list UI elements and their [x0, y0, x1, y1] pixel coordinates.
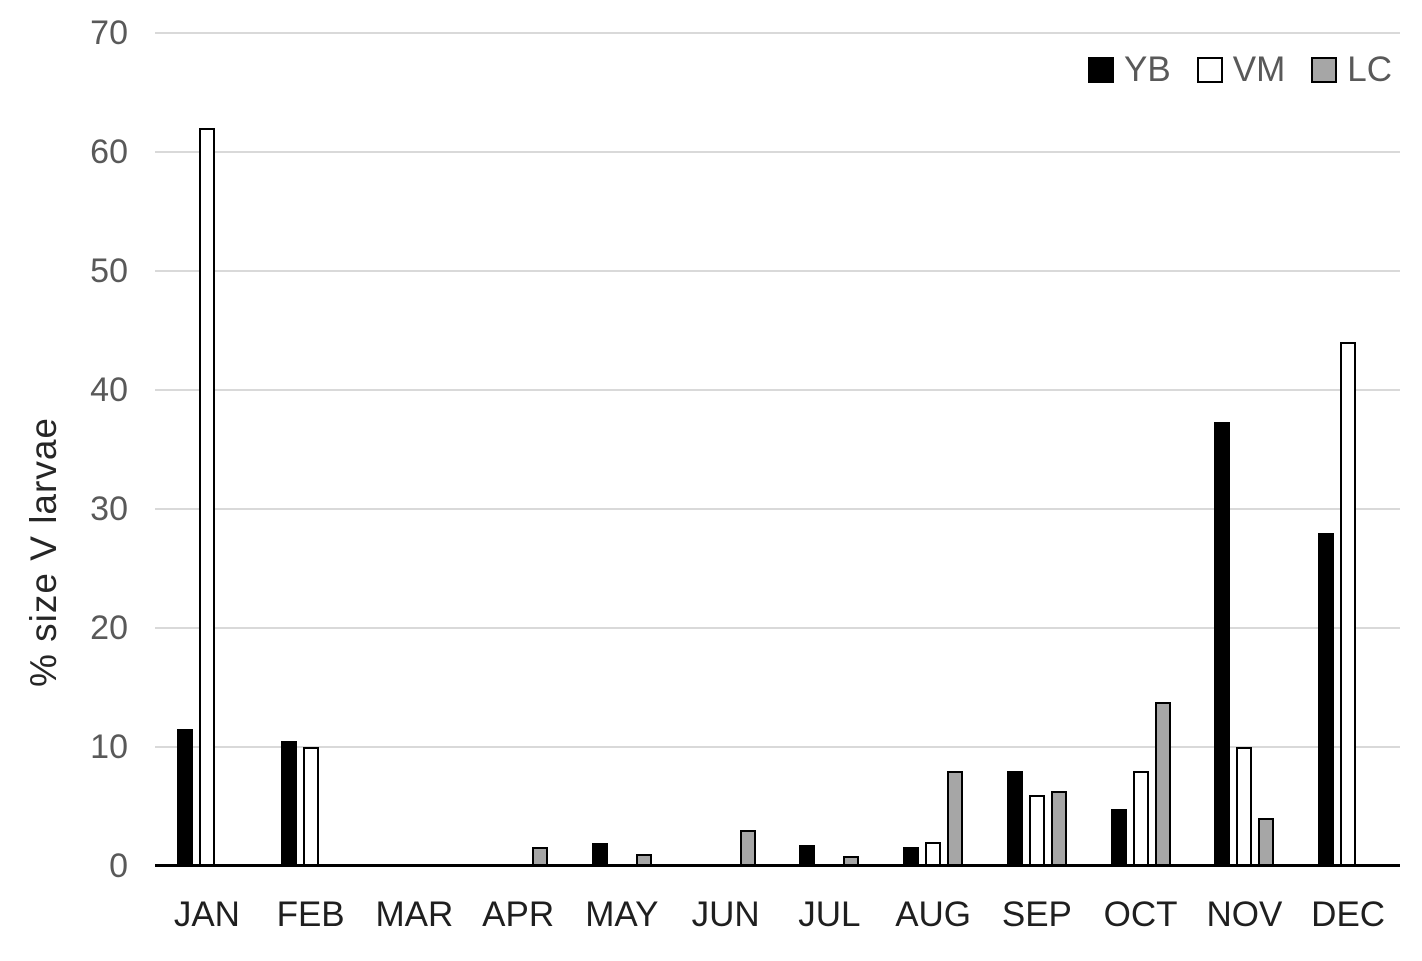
bar-vm-oct [1132, 770, 1149, 866]
legend-swatch-yb-icon [1088, 56, 1115, 83]
legend-label-vm: VM [1232, 50, 1286, 89]
bar-yb-may [591, 843, 608, 866]
x-tick-label-jun: JUN [691, 895, 760, 934]
x-tick-label-oct: OCT [1103, 895, 1178, 934]
bar-group-aug [881, 33, 985, 866]
y-tick-label-60: 60 [90, 133, 128, 171]
gridline-10 [155, 746, 1400, 748]
bar-yb-jul [799, 844, 816, 866]
y-tick-label-10: 10 [90, 728, 128, 766]
gridline-30 [155, 508, 1400, 510]
bar-group-jan [155, 33, 259, 866]
bar-group-oct [1089, 33, 1193, 866]
bar-lc-sep [1050, 791, 1067, 866]
legend-label-lc: LC [1347, 50, 1392, 89]
y-tick-label-70: 70 [90, 14, 128, 52]
bar-yb-sep [1006, 770, 1023, 866]
x-tick-label-aug: AUG [895, 895, 972, 934]
bar-lc-nov [1258, 818, 1275, 866]
x-tick-label-mar: MAR [375, 895, 454, 934]
plot-area [155, 32, 1400, 867]
bar-vm-nov [1236, 747, 1253, 866]
bar-group-feb [259, 33, 363, 866]
bar-vm-dec [1340, 342, 1357, 866]
x-tick-label-may: MAY [585, 895, 659, 934]
bar-group-apr [466, 33, 570, 866]
legend-item-yb: YB [1088, 52, 1171, 87]
x-tick-label-nov: NOV [1206, 895, 1283, 934]
bar-group-may [570, 33, 674, 866]
bar-yb-aug [903, 846, 920, 866]
bar-group-mar [363, 33, 467, 866]
gridline-50 [155, 270, 1400, 272]
y-tick-label-50: 50 [90, 252, 128, 290]
x-tick-label-jul: JUL [798, 895, 861, 934]
bar-yb-nov [1214, 422, 1231, 866]
bar-yb-dec [1318, 532, 1335, 866]
bar-yb-oct [1110, 808, 1127, 866]
bar-group-dec [1296, 33, 1400, 866]
x-tick-label-jan: JAN [173, 895, 240, 934]
gridline-20 [155, 627, 1400, 629]
bar-group-jun [674, 33, 778, 866]
x-tick-label-sep: SEP [1001, 895, 1072, 934]
gridline-40 [155, 389, 1400, 391]
bar-lc-aug [947, 770, 964, 866]
gridline-60 [155, 151, 1400, 153]
bar-yb-feb [280, 741, 297, 866]
y-tick-label-0: 0 [109, 847, 128, 885]
bar-vm-sep [1028, 794, 1045, 866]
bar-group-sep [985, 33, 1089, 866]
bar-group-nov [1193, 33, 1297, 866]
y-tick-label-20: 20 [90, 609, 128, 647]
bar-yb-jan [176, 729, 193, 866]
legend-swatch-lc-icon [1311, 56, 1338, 83]
y-axis-title: % size V larvae [23, 417, 64, 687]
x-tick-label-dec: DEC [1311, 895, 1386, 934]
bar-vm-jan [198, 128, 215, 866]
legend-label-yb: YB [1124, 50, 1171, 89]
bar-lc-jun [739, 830, 756, 866]
bar-group-jul [778, 33, 882, 866]
legend-item-vm: VM [1196, 50, 1286, 89]
legend-swatch-vm-icon [1196, 56, 1223, 83]
bar-vm-feb [302, 747, 319, 866]
y-tick-label-40: 40 [90, 371, 128, 409]
bar-lc-oct [1154, 701, 1171, 866]
x-tick-label-feb: FEB [276, 895, 345, 934]
bar-vm-aug [925, 842, 942, 866]
gridline-70 [155, 32, 1400, 34]
y-tick-label-30: 30 [90, 490, 128, 528]
x-axis-line [155, 864, 1400, 867]
legend: YB VM LC [1088, 52, 1392, 87]
legend-item-lc: LC [1311, 52, 1392, 87]
x-tick-label-apr: APR [482, 895, 555, 934]
